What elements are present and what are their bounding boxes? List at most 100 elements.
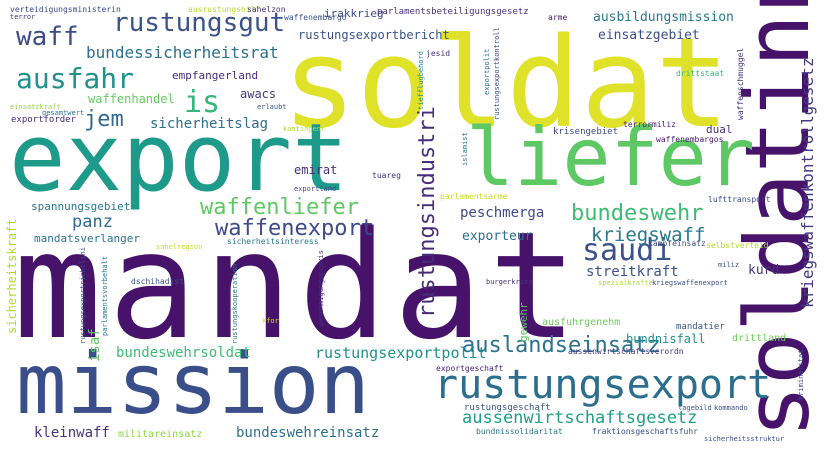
word-ausbildungsmission: ausbildungsmission	[593, 10, 734, 25]
word-is: is	[184, 85, 221, 120]
word-sicherheitskraft: sicherheitskraft	[5, 218, 19, 334]
word-ausrustungshilf: ausrustungshilf	[188, 5, 261, 14]
word-empfangerland: empfangerland	[172, 69, 259, 82]
word-streitkraft: streitkraft	[586, 264, 679, 280]
word-bundeswehr: bundeswehr	[571, 201, 704, 226]
word-jesid: jesid	[426, 49, 451, 58]
word-spezialkrafte: spezialkrafte	[598, 279, 653, 287]
word-soldat: soldat	[282, 12, 730, 156]
word-kurd: kurd	[748, 263, 780, 278]
word-waffenembargo: waffenembargo	[284, 13, 347, 22]
word-rustungsexportrichtlini: rustungsexportrichtlini	[79, 247, 87, 344]
word-bundnissolidaritat: bundnissolidaritat	[476, 427, 563, 436]
word-bundeswehreinsatz: bundeswehreinsatz	[236, 425, 380, 441]
word-gesamtwert: gesamtwert	[42, 109, 85, 117]
word-einsatzgebiet: einsatzgebiet	[598, 28, 700, 43]
word-bundessicherheitsrat: bundessicherheitsrat	[86, 43, 279, 62]
word-terrormiliz: terrormiliz	[623, 120, 676, 129]
word-dschihadist: dschihadist	[131, 277, 184, 286]
word-ausfuhrgenehm: ausfuhrgenehm	[542, 317, 621, 328]
word-tiefflugbehord: tiefflugbehord	[417, 50, 425, 110]
word-saudi: saudi	[582, 233, 673, 268]
word-militareinsatz: militareinsatz	[118, 429, 203, 440]
word-kriegswaffenkontrollgesetz: kriegswaffenkontrollgesetz	[798, 57, 817, 308]
word-sicherheitsinteress: sicherheitsinteress	[227, 237, 319, 246]
word-rustungsexport: rustungsexport	[434, 362, 772, 408]
word-gewehr: gewehr	[517, 302, 530, 342]
word-rustungsexportpolit: rustungsexportpolit	[315, 344, 487, 362]
word-exportland: exportland	[294, 185, 337, 193]
word-kampfeinsatz: kampfeinsatz	[648, 239, 706, 248]
word-waffenhandel: waffenhandel	[88, 92, 175, 106]
word-terror: terror	[10, 13, 36, 21]
word-islamist: islamist	[461, 132, 469, 166]
word-arme: arme	[548, 13, 568, 22]
word-exporteur: exporteur	[462, 229, 533, 244]
word-kleinwaff: kleinwaff	[34, 425, 110, 441]
word-rustungsindustri: rustungsindustri	[415, 106, 440, 318]
word-kriegswaff: kriegswaff	[591, 224, 706, 246]
word-waffenschmuggel: waffenschmuggel	[736, 47, 745, 120]
word-parlamentsvorbehalt: parlamentsvorbehalt	[101, 255, 109, 336]
word-tuareg: tuareg	[372, 171, 401, 180]
word-rustungsgeschaft: rustungsgeschaft	[464, 403, 551, 413]
word-spannungsgebiet: spannungsgebiet	[31, 200, 131, 213]
word-parlamentsarme: parlamentsarme	[440, 192, 508, 201]
word-mandatier: mandatier	[676, 322, 725, 332]
word-mandat: mandat	[13, 200, 584, 372]
word-rustungsgut: rustungsgut	[113, 8, 286, 38]
word-isaf: isaf	[87, 328, 103, 362]
word-dual: dual	[706, 123, 733, 136]
word-waff: waff	[16, 22, 79, 52]
word-peschmerga: peschmerga	[460, 205, 545, 221]
word-mission: mission	[16, 335, 371, 433]
word-auslandseinsatz: auslandseinsatz	[462, 333, 661, 358]
word-krisengebiet: krisengebiet	[553, 127, 619, 137]
word-einsatzkraft: einsatzkraft	[10, 103, 61, 111]
word-waffenliefer: waffenliefer	[200, 195, 359, 220]
word-miliz: miliz	[718, 261, 740, 269]
word-kriegswaffenexport: kriegswaffenexport	[652, 279, 728, 287]
word-drittstaat: drittstaat	[676, 69, 725, 78]
word-emirat: emirat	[294, 163, 338, 177]
word-kfor: kfor	[262, 317, 279, 325]
word-drittland: drittland	[732, 333, 787, 344]
word-waffenexport: waffenexport	[215, 216, 374, 241]
word-exportpolit: exportpolit	[483, 48, 491, 95]
word-rustungskooperation: rustungskooperation	[231, 263, 239, 344]
word-irakkrieg: irakkrieg	[324, 7, 384, 20]
word-rustungsexportbericht: rustungsexportbericht	[298, 28, 450, 42]
word-aussenwirtschaftsverordn: aussenwirtschaftsverordn	[568, 347, 684, 356]
word-rustungsexportkontroll: rustungsexportkontroll	[493, 27, 501, 120]
word-exportforder: exportforder	[11, 115, 77, 125]
word-exportgeschaft: exportgeschaft	[436, 364, 504, 373]
word-lagebild: lagebild	[678, 404, 712, 412]
word-kriminalitat: kriminalitat	[797, 349, 805, 400]
word-bundnisfall: bundnisfall	[626, 332, 706, 346]
word-fraktionsgeschaftsfuhr: fraktionsgeschaftsfuhr	[592, 427, 698, 436]
word-export: export	[9, 104, 349, 213]
word-erlaubt: erlaubt	[257, 103, 287, 111]
word-burgerkrieg: burgerkrieg	[486, 278, 533, 286]
word-jem: jem	[84, 107, 124, 132]
word-liefer: liefer	[466, 111, 755, 204]
word-parlamentsbeteiligungsgesetz: parlamentsbeteiligungsgesetz	[377, 7, 529, 17]
word-verteidigungsministerin: verteidigungsministerin	[10, 5, 121, 14]
word-sahelregion: sahelregion	[156, 243, 203, 251]
word-sicherheitsstruktur: sicherheitsstruktur	[704, 435, 785, 443]
word-waffenembargos: waffenembargos	[656, 135, 724, 144]
word-aussenwirtschaftsgesetz: aussenwirtschaftsgesetz	[462, 408, 698, 428]
word-bundeswehrsoldat: bundeswehrsoldat	[116, 345, 251, 361]
word-sicherheitslag: sicherheitslag	[150, 116, 269, 132]
word-ausfahr: ausfahr	[16, 62, 135, 95]
word-mandatsverlanger: mandatsverlanger	[34, 232, 140, 245]
word-genehmigungspraxis: genehmigungspraxis	[317, 250, 325, 326]
word-panz: panz	[72, 212, 113, 232]
word-kontingent: kontingent	[283, 125, 326, 133]
word-kommando: kommando	[714, 404, 748, 412]
word-awacs: awacs	[240, 87, 277, 101]
word-selbstverteid: selbstverteid	[706, 241, 769, 250]
word-sahelzon: sahelzon	[247, 5, 286, 14]
word-lufttransport: lufttransport	[708, 195, 771, 204]
